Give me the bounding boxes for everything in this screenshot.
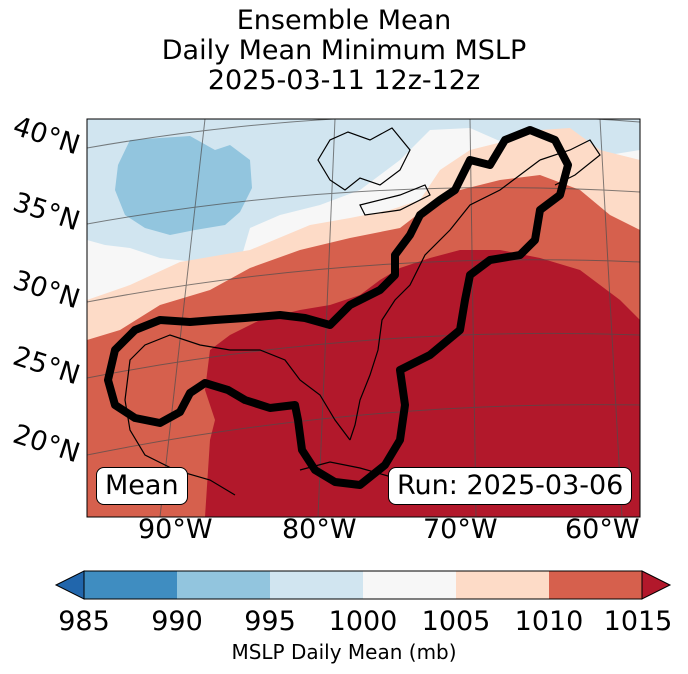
mean-label: Mean	[96, 467, 188, 505]
colorbar-bin-995	[270, 571, 363, 599]
lon-label-60: 60°W	[565, 514, 640, 545]
title-line-1: Ensemble Mean	[236, 5, 452, 36]
gulf-coast	[124, 334, 351, 496]
colorbar-bin-1010	[549, 571, 642, 599]
colorbar-outline	[83, 570, 643, 600]
colorbar-tick-1000: 1000	[328, 606, 398, 637]
title-line-3: 2025-03-11 12z-12z	[207, 65, 481, 96]
east-coast	[349, 159, 541, 441]
colorbar-extend-high	[641, 570, 672, 600]
lake-erie-coast	[359, 184, 431, 216]
run-date-label: Run: 2025-03-06	[388, 467, 633, 505]
colorbar-label: MSLP Daily Mean (mb)	[231, 640, 457, 664]
title-line-2: Daily Mean Minimum MSLP	[161, 35, 527, 66]
lat-line-20	[87, 404, 640, 456]
colorbar-tick-1015: 1015	[603, 606, 673, 637]
lat-line-25	[87, 332, 640, 379]
colorbar-tick-995: 995	[244, 606, 296, 637]
colorbar-bin-1005	[456, 571, 549, 599]
lon-line-60	[599, 119, 623, 517]
lon-label-80: 80°W	[282, 514, 357, 545]
coastlines	[124, 127, 601, 496]
colorbar	[54, 570, 672, 600]
map-border	[86, 118, 641, 518]
colorbar-bin-1000	[363, 571, 456, 599]
pressure-field-990	[115, 136, 252, 235]
colorbar-tick-985: 985	[58, 606, 110, 637]
lon-label-90: 90°W	[138, 514, 213, 545]
figure-title: Ensemble Mean Daily Mean Minimum MSLP 20…	[0, 6, 688, 96]
lat-line-40	[87, 119, 640, 149]
colorbar-tick-990: 990	[151, 606, 203, 637]
lon-label-70: 70°W	[423, 514, 498, 545]
graticule	[87, 119, 640, 517]
map-panel	[87, 119, 640, 517]
colorbar-extend-low	[54, 570, 85, 600]
lon-line-70	[469, 119, 477, 517]
lon-line-80	[317, 119, 336, 517]
colorbar-bin-985	[84, 571, 177, 599]
great-lakes-coast	[317, 127, 411, 191]
ensemble-contour	[104, 126, 572, 489]
lat-line-30	[87, 259, 640, 303]
colorbar-tick-1005: 1005	[421, 606, 491, 637]
colorbar-tick-1010: 1010	[514, 606, 584, 637]
colorbar-bin-990	[177, 571, 270, 599]
